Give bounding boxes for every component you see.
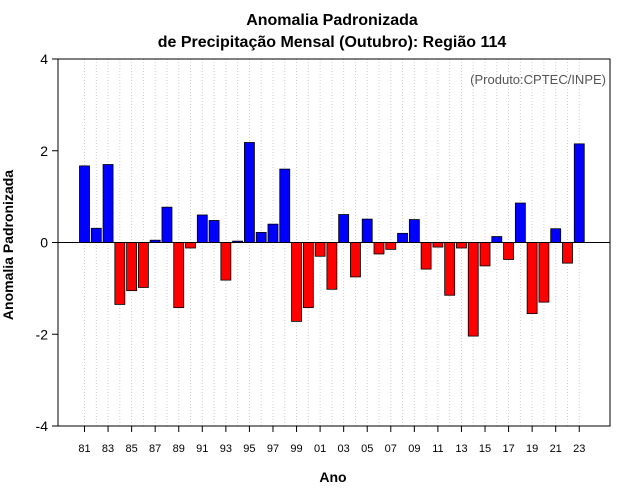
x-tick-label: 89 xyxy=(173,443,185,455)
bar-12 xyxy=(444,242,456,296)
y-tick-label: -2 xyxy=(36,326,49,342)
x-tick-label: 05 xyxy=(361,443,373,455)
bar-97 xyxy=(267,223,279,243)
x-tick-label: 21 xyxy=(550,443,562,455)
bar-83 xyxy=(102,164,114,243)
x-tick-label: 17 xyxy=(502,443,514,455)
bar-88 xyxy=(161,206,173,243)
x-axis: 81 83 85 87 89 91 93 95 97 99 01 03 05 07 09 11 13 15 17 19… xyxy=(78,426,585,455)
bar-21 xyxy=(550,228,562,243)
x-tick-label: 19 xyxy=(526,443,538,455)
chart-title-line2: de Precipitação Mensal (Outubro): Região… xyxy=(158,34,507,51)
x-tick-label: 81 xyxy=(78,443,90,455)
y-tick-label: 4 xyxy=(40,51,48,67)
bar-14 xyxy=(467,242,479,337)
y-tick-label: -4 xyxy=(36,418,49,434)
bar-81 xyxy=(79,165,90,243)
bar-93 xyxy=(220,242,232,281)
x-tick-label: 11 xyxy=(432,443,443,455)
x-tick-label: 91 xyxy=(196,443,208,455)
credit-text: (Produto:CPTEC/INPE) xyxy=(470,72,606,87)
bar-86 xyxy=(137,242,149,288)
bar-23 xyxy=(573,143,585,243)
bar-17 xyxy=(503,242,514,260)
bar-92 xyxy=(208,220,220,243)
bar-95 xyxy=(244,142,255,243)
x-tick-label: 85 xyxy=(125,443,137,455)
bar-05 xyxy=(361,218,373,243)
x-tick-label: 99 xyxy=(290,443,302,455)
x-tick-label: 13 xyxy=(455,443,467,455)
y-axis-label: Anomalia Padronizada xyxy=(0,170,16,320)
bar-85 xyxy=(126,242,138,292)
bar-89 xyxy=(173,242,185,309)
x-tick-label: 15 xyxy=(479,443,491,455)
bar-22 xyxy=(562,242,573,264)
y-axis: -4 -2 0 2 4 xyxy=(36,51,58,434)
bar-00 xyxy=(302,242,314,309)
x-tick-label: 95 xyxy=(243,443,255,455)
x-axis-label: Ano xyxy=(319,469,346,485)
x-tick-label: 03 xyxy=(338,443,350,455)
bar-13 xyxy=(456,242,467,249)
y-tick-label: 0 xyxy=(40,235,48,251)
bar-02 xyxy=(326,242,338,290)
bar-16 xyxy=(491,236,503,243)
bar-11 xyxy=(432,242,444,248)
bars xyxy=(79,142,585,337)
x-tick-label: 87 xyxy=(149,443,161,455)
bar-20 xyxy=(538,242,550,303)
bar-98 xyxy=(279,168,291,243)
bar-09 xyxy=(408,219,420,243)
bar-04 xyxy=(350,242,361,278)
x-tick-label: 23 xyxy=(573,443,585,455)
bar-19 xyxy=(526,242,538,315)
y-tick-label: 2 xyxy=(40,143,48,159)
bar-03 xyxy=(338,214,350,243)
bar-91 xyxy=(196,214,208,243)
x-tick-label: 93 xyxy=(220,443,232,455)
x-tick-label: 01 xyxy=(314,443,326,455)
bar-96 xyxy=(255,232,267,243)
x-tick-label: 97 xyxy=(267,443,279,455)
bar-90 xyxy=(185,242,196,249)
bar-15 xyxy=(479,242,491,267)
bar-08 xyxy=(397,232,408,243)
bar-18 xyxy=(514,202,526,243)
bar-84 xyxy=(114,242,126,305)
chart-title-line1: Anomalia Padronizada xyxy=(246,12,418,29)
x-tick-label: 09 xyxy=(408,443,420,455)
bar-01 xyxy=(314,242,326,257)
bar-06 xyxy=(373,242,385,255)
bar-07 xyxy=(385,242,397,250)
x-tick-label: 07 xyxy=(385,443,397,455)
x-tick-label: 83 xyxy=(102,443,114,455)
bar-10 xyxy=(420,242,432,270)
bar-82 xyxy=(90,227,102,243)
bar-99 xyxy=(291,242,302,322)
